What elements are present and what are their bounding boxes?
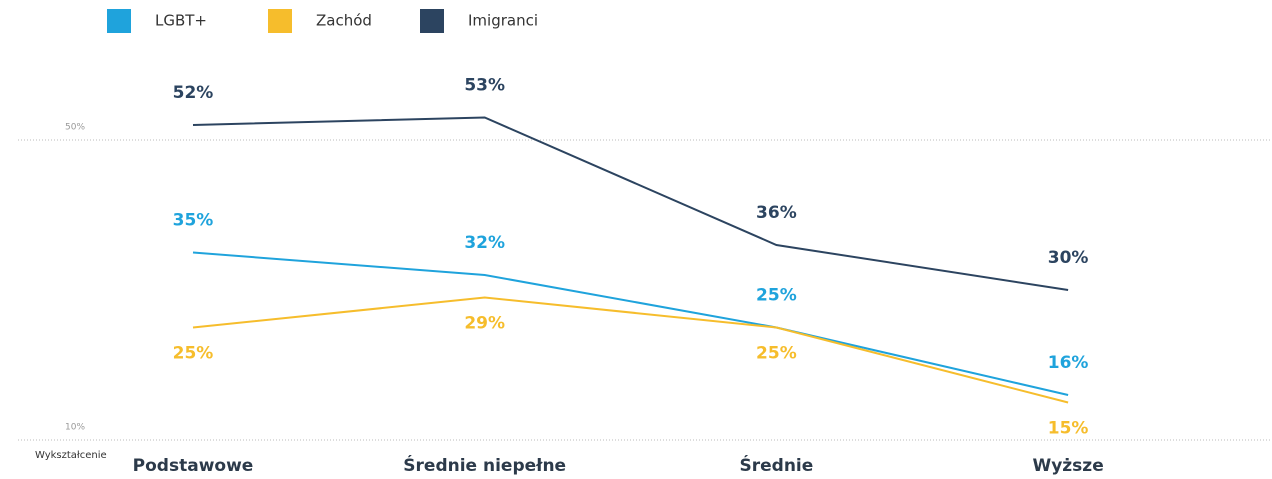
data-label: 35% <box>173 211 214 231</box>
legend-swatch <box>420 9 444 33</box>
data-label: 16% <box>1048 353 1089 373</box>
data-label: 52% <box>173 83 214 103</box>
data-label: 30% <box>1048 248 1089 268</box>
data-label: 25% <box>173 344 214 364</box>
data-label: 36% <box>756 203 797 223</box>
x-tick-label: Wyższe <box>1032 456 1103 476</box>
y-tick-label: 50% <box>65 123 85 133</box>
data-label: 53% <box>464 76 505 96</box>
legend-swatch <box>268 9 292 33</box>
y-tick-label: 10% <box>65 423 85 433</box>
data-label: 25% <box>756 344 797 364</box>
x-tick-label: Średnie <box>740 454 814 476</box>
line <box>192 296 1069 404</box>
legend-swatch <box>107 9 131 33</box>
line <box>192 251 1069 396</box>
data-label: 29% <box>464 314 505 334</box>
x-axis-label: Wykształcenie <box>35 450 107 461</box>
line <box>192 116 1069 291</box>
legend-label: Zachód <box>316 12 372 30</box>
data-label: 15% <box>1048 419 1089 439</box>
data-label: 25% <box>756 286 797 306</box>
x-tick-label: Średnie niepełne <box>403 454 566 476</box>
legend-label: Imigranci <box>468 12 538 30</box>
x-tick-label: Podstawowe <box>133 456 254 476</box>
data-label: 32% <box>464 233 505 253</box>
legend-label: LGBT+ <box>155 12 207 30</box>
